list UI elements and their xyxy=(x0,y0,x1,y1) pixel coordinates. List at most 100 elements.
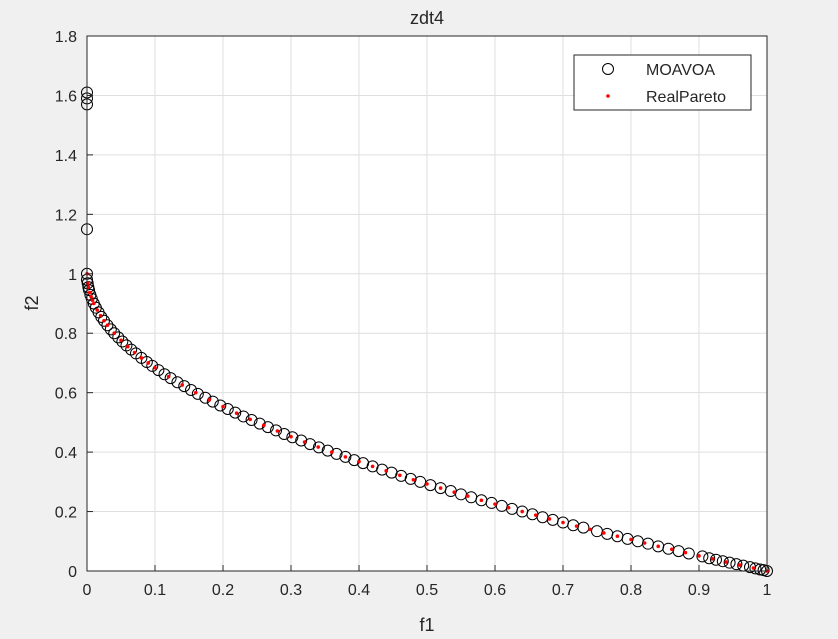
moavoa-point xyxy=(191,387,204,400)
realpareto-point xyxy=(132,350,137,355)
realpareto-point xyxy=(98,313,103,318)
x-tick-label: 0.2 xyxy=(212,582,234,599)
moavoa-point xyxy=(199,391,212,404)
realpareto-point xyxy=(588,527,592,532)
realpareto-point xyxy=(738,563,742,567)
moavoa-point xyxy=(577,521,590,534)
realpareto-point xyxy=(207,398,212,402)
moavoa-point xyxy=(278,427,291,440)
x-axis-label: f1 xyxy=(419,615,434,635)
realpareto-point xyxy=(105,323,110,327)
moavoa-point xyxy=(171,376,184,389)
x-tick-label: 0.3 xyxy=(280,582,302,599)
realpareto-point xyxy=(316,445,321,449)
moavoa-point xyxy=(116,335,129,348)
moavoa-point xyxy=(304,438,317,451)
realpareto-point xyxy=(751,566,756,570)
realpareto-point xyxy=(452,490,457,495)
moavoa-point xyxy=(178,380,191,393)
realpareto-point xyxy=(289,434,293,439)
realpareto-point xyxy=(493,502,497,506)
moavoa-point xyxy=(221,403,234,416)
y-axis-ticks: 0 0.2 0.4 0.6 0.8 1 1.2 1.4 1.6 1.8 xyxy=(55,29,93,581)
moavoa-point xyxy=(120,339,133,352)
realpareto-point xyxy=(534,513,538,517)
realpareto-point xyxy=(102,318,106,323)
moavoa-point xyxy=(253,417,266,430)
moavoa-point xyxy=(83,284,96,297)
moavoa-point xyxy=(152,364,165,377)
y-tick-label: 1 xyxy=(68,267,77,284)
x-tick-label: 0 xyxy=(83,582,92,599)
moavoa-point xyxy=(158,368,171,381)
moavoa-point xyxy=(261,421,274,434)
realpareto-point xyxy=(438,486,443,490)
moavoa-point xyxy=(237,410,250,423)
legend-marker-realpareto xyxy=(606,94,610,98)
realpareto-point xyxy=(166,374,171,379)
realpareto-point xyxy=(146,361,150,365)
realpareto-point xyxy=(615,534,620,539)
realpareto-point xyxy=(574,524,579,528)
realpareto-point xyxy=(547,517,552,521)
realpareto-point xyxy=(330,450,334,454)
realpareto-point xyxy=(92,301,96,306)
legend-marker-moavoa xyxy=(602,63,614,75)
realpareto-point xyxy=(89,294,93,299)
moavoa-point xyxy=(206,395,219,408)
moavoa-point xyxy=(95,310,108,323)
realpareto-point xyxy=(561,520,565,525)
moavoa-point xyxy=(164,372,177,385)
realpareto-point xyxy=(95,308,99,312)
realpareto-point xyxy=(139,356,144,360)
realpareto-point xyxy=(180,383,184,387)
moavoa-point xyxy=(330,447,343,460)
realpareto-point xyxy=(656,544,660,549)
y-tick-label: 1.2 xyxy=(55,207,77,224)
realpareto-point xyxy=(221,404,225,409)
moavoa-point xyxy=(270,424,283,437)
realpareto-point xyxy=(724,560,728,564)
moavoa-point xyxy=(703,552,716,565)
moavoa-point xyxy=(286,431,299,444)
x-tick-label: 0.5 xyxy=(416,582,438,599)
y-tick-label: 0.6 xyxy=(55,386,77,403)
moavoa-point xyxy=(312,441,325,454)
moavoa-point xyxy=(321,444,334,457)
x-tick-label: 0.8 xyxy=(620,582,642,599)
moavoa-point xyxy=(112,331,125,344)
x-tick-label: 1 xyxy=(763,582,772,599)
moavoa-point xyxy=(696,550,709,563)
y-tick-label: 0.2 xyxy=(55,505,77,522)
y-tick-label: 1.4 xyxy=(55,148,77,165)
realpareto-point xyxy=(683,550,688,555)
realpareto-point xyxy=(87,290,92,295)
realpareto-point xyxy=(642,541,647,545)
realpareto-point xyxy=(466,494,470,498)
x-axis-ticks: 0 0.1 0.2 0.3 0.4 0.5 0.6 0.7 0.8 0.9 1 xyxy=(83,565,772,599)
realpareto-point xyxy=(602,531,606,535)
x-tick-label: 0.4 xyxy=(348,582,370,599)
moavoa-point xyxy=(185,383,198,396)
realpareto-point xyxy=(425,482,429,486)
y-tick-label: 1.6 xyxy=(55,88,77,105)
moavoa-point xyxy=(229,406,242,419)
realpareto-point xyxy=(153,365,157,370)
realpareto-point xyxy=(302,440,307,444)
moavoa-point xyxy=(723,556,736,569)
legend-label-moavoa: MOAVOA xyxy=(646,62,715,79)
realpareto-point xyxy=(119,338,123,343)
realpareto-point xyxy=(710,557,715,561)
moavoa-point xyxy=(682,547,695,560)
x-tick-label: 0.7 xyxy=(552,582,574,599)
y-tick-label: 0 xyxy=(68,564,77,581)
moavoa-point xyxy=(245,414,258,427)
legend-label-realpareto: RealPareto xyxy=(646,89,726,106)
y-axis-label: f2 xyxy=(22,295,42,310)
moavoa-point xyxy=(376,463,389,476)
realpareto-point xyxy=(262,423,266,428)
realpareto-point xyxy=(520,509,524,514)
realpareto-point xyxy=(670,547,674,552)
realpareto-series xyxy=(85,271,769,573)
